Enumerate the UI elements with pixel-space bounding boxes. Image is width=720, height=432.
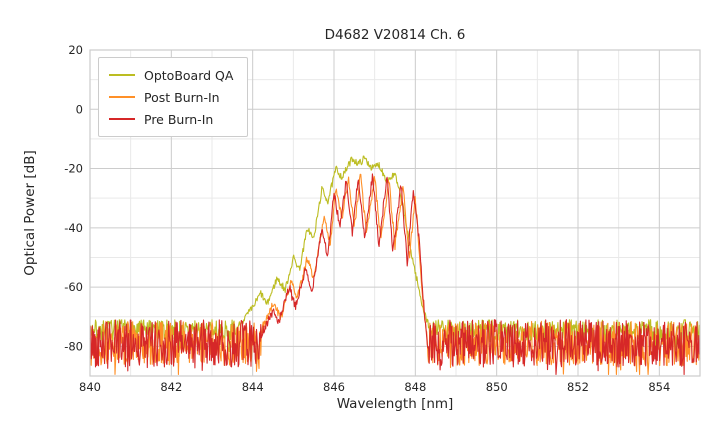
legend-label-pre-burn-in: Pre Burn-In — [144, 111, 214, 127]
svg-text:842: 842 — [160, 380, 182, 394]
legend-item-optoboard-qa: OptoBoard QA — [109, 64, 233, 86]
svg-text:0: 0 — [76, 102, 83, 116]
legend-label-optoboard-qa: OptoBoard QA — [144, 67, 234, 83]
svg-text:850: 850 — [486, 380, 508, 394]
svg-text:840: 840 — [79, 380, 101, 394]
legend-line-swatch-post-burn-in — [109, 96, 135, 98]
svg-text:846: 846 — [323, 380, 345, 394]
legend-item-post-burn-in: Post Burn-In — [109, 86, 233, 108]
y-axis-label: Optical Power [dB] — [22, 150, 38, 276]
legend-line-swatch-optoboard-qa — [109, 74, 135, 76]
svg-text:-80: -80 — [64, 339, 83, 353]
legend-item-pre-burn-in: Pre Burn-In — [109, 108, 233, 130]
legend-line-swatch-pre-burn-in — [109, 118, 135, 120]
svg-text:854: 854 — [648, 380, 670, 394]
svg-text:852: 852 — [567, 380, 589, 394]
svg-text:-40: -40 — [64, 221, 83, 235]
svg-text:-20: -20 — [64, 162, 83, 176]
x-axis-label: Wavelength [nm] — [336, 396, 454, 412]
svg-text:844: 844 — [242, 380, 264, 394]
svg-text:848: 848 — [404, 380, 426, 394]
chart-title: D4682 V20814 Ch. 6 — [324, 27, 466, 43]
legend-label-post-burn-in: Post Burn-In — [144, 89, 220, 105]
svg-text:20: 20 — [68, 43, 83, 57]
legend: OptoBoard QA Post Burn-In Pre Burn-In — [98, 57, 249, 137]
svg-text:-60: -60 — [64, 280, 83, 294]
